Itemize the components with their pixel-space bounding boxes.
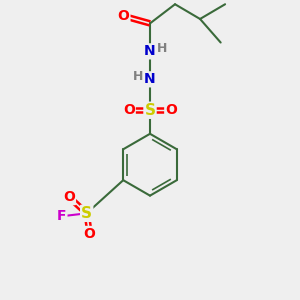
Text: S: S xyxy=(145,103,155,118)
Text: O: O xyxy=(123,103,135,117)
Text: O: O xyxy=(84,227,96,241)
Text: H: H xyxy=(132,70,143,83)
Text: H: H xyxy=(157,42,168,55)
Text: O: O xyxy=(63,190,75,204)
Text: O: O xyxy=(165,103,177,117)
Text: S: S xyxy=(81,206,92,221)
Text: F: F xyxy=(57,209,66,223)
Text: O: O xyxy=(118,9,129,23)
Text: N: N xyxy=(144,72,156,86)
Text: N: N xyxy=(144,44,156,58)
